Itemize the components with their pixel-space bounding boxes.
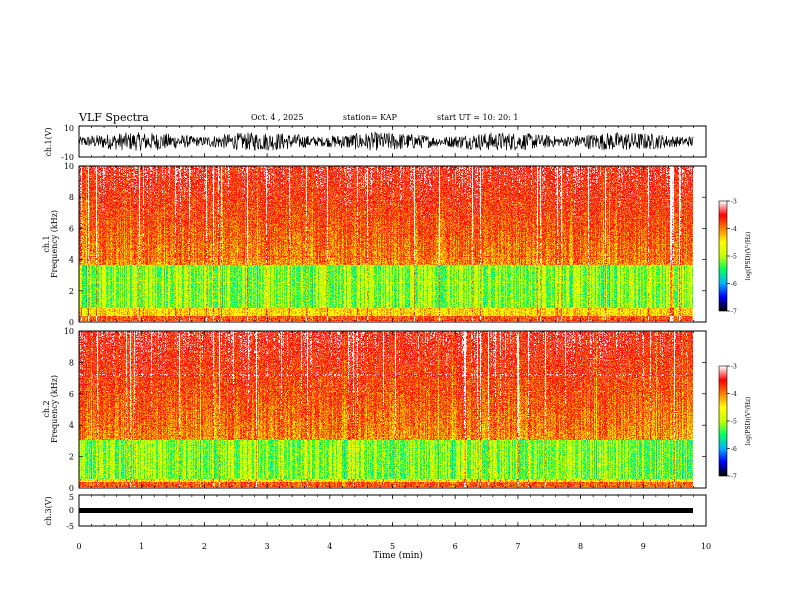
x-tick-label: 3 — [265, 542, 270, 551]
x-tick-label: 7 — [515, 542, 520, 551]
x-tick-label: 6 — [453, 542, 458, 551]
ch1-ytick-top: 10 — [64, 124, 74, 133]
ch1-spectrogram-frame — [78, 165, 707, 323]
y-tick-label: 4 — [69, 421, 74, 430]
colorbar-tick-label: -3 — [731, 364, 737, 371]
y-tick-label: 10 — [64, 327, 74, 336]
colorbar-2 — [719, 366, 727, 476]
x-tick-label: 10 — [701, 542, 711, 551]
ch3-ytick-mid: 0 — [69, 506, 74, 515]
ch2-spectrogram — [79, 331, 693, 487]
chart-title: VLF Spectra — [79, 111, 149, 124]
y-tick-label: 8 — [69, 358, 74, 367]
ch3-waveform-trace — [79, 508, 693, 513]
y-tick-label: 8 — [69, 193, 74, 202]
ch1-ylabel-frequency: Frequency (kHz) — [50, 210, 59, 278]
ch1-waveform-trace — [78, 131, 694, 152]
x-tick-label: 0 — [76, 542, 81, 551]
colorbar-tick-label: -5 — [731, 419, 737, 426]
y-tick-label: 6 — [69, 390, 74, 399]
ch3-waveform-ylabel: ch.3(V) — [44, 496, 53, 525]
colorbar-1-label: log(PSD)(V²/Hz) — [745, 232, 752, 281]
ch1-ytick-bottom: -10 — [61, 153, 74, 162]
ch2-ylabel-channel: ch.2 — [42, 400, 51, 417]
x-axis-label: Time (min) — [373, 550, 423, 561]
x-tick-label: 5 — [390, 542, 395, 551]
station-label: station= KAP — [343, 113, 397, 122]
colorbar-1-frame — [718, 200, 728, 312]
colorbar-tick-label: -6 — [731, 446, 737, 453]
colorbar-tick-label: -6 — [731, 281, 737, 288]
y-tick-label: 10 — [64, 162, 74, 171]
colorbar-2-label: log(PSD)(V²/Hz) — [745, 397, 752, 446]
x-tick-label: 9 — [641, 542, 646, 551]
colorbar-tick-label: -7 — [731, 474, 737, 481]
colorbar-tick-label: -7 — [731, 309, 737, 316]
y-tick-label: 4 — [69, 256, 74, 265]
colorbar-tick-label: -5 — [731, 254, 737, 261]
colorbar-tick-label: -4 — [731, 391, 737, 398]
ch3-ytick-bottom: -5 — [66, 522, 74, 531]
start-time-label: start UT = 10: 20: 1 — [437, 113, 519, 122]
ch1-waveform-ylabel: ch.1(V) — [44, 127, 53, 156]
x-tick-label: 2 — [202, 542, 207, 551]
ch2-ylabel-frequency: Frequency (kHz) — [50, 375, 59, 443]
colorbar-tick-label: -3 — [731, 199, 737, 206]
y-tick-label: 6 — [69, 224, 74, 233]
ch2-spectrogram-frame — [78, 330, 707, 489]
x-tick-label: 1 — [139, 542, 144, 551]
colorbar-2-frame — [718, 365, 728, 477]
date-label: Oct. 4 , 2025 — [251, 113, 304, 122]
x-tick-label: 4 — [327, 542, 332, 551]
ch1-ylabel-channel: ch.1 — [42, 235, 51, 252]
ch3-ytick-top: 5 — [69, 493, 74, 502]
ch1-spectrogram — [79, 166, 693, 321]
y-tick-label: 0 — [69, 484, 74, 493]
y-tick-label: 0 — [69, 318, 74, 327]
colorbar-tick-label: -4 — [731, 226, 737, 233]
y-tick-label: 2 — [69, 287, 74, 296]
x-tick-label: 8 — [578, 542, 583, 551]
y-tick-label: 2 — [69, 453, 74, 462]
colorbar-1 — [719, 201, 727, 311]
